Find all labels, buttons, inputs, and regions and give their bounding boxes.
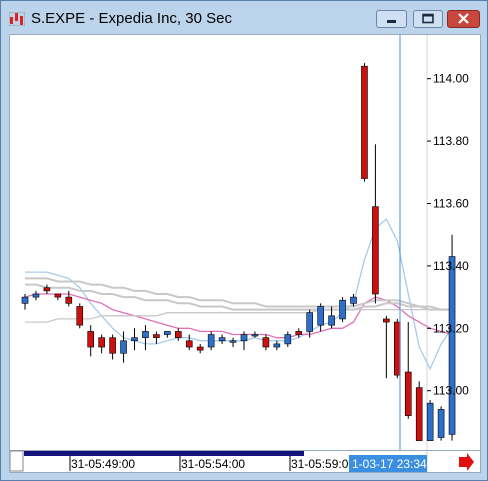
chart-area[interactable]: 114.00 113.80 113.60 113.40 113.20 113.00 31-… (9, 34, 481, 473)
price-chart[interactable]: 114.00 113.80 113.60 113.40 113.20 113.00 31-… (10, 35, 480, 472)
moving-average-line (25, 218, 453, 371)
candle-body (448, 256, 456, 435)
candle-body (317, 306, 324, 326)
y-tick-label: 113.80 (433, 134, 469, 148)
candle-body (175, 331, 182, 338)
candle-body (120, 340, 127, 354)
candle-body (54, 293, 62, 298)
y-tick-label: 113.20 (433, 321, 469, 335)
candle-body (262, 337, 270, 348)
candle-body (284, 334, 292, 345)
candle-body (404, 371, 412, 416)
moving-average-line (25, 308, 452, 323)
candle-body (131, 337, 138, 342)
x-tick-label: 31-05:59:00 (291, 457, 355, 471)
cursor-time-label-bg (349, 455, 427, 472)
scroll-right-arrow-icon[interactable] (459, 453, 474, 471)
y-tick-label: 113.40 (433, 259, 469, 273)
candle-body (109, 337, 116, 354)
minimize-button[interactable] (376, 10, 407, 28)
candle-body (251, 334, 259, 337)
candle-body (98, 337, 105, 348)
candle-body (76, 306, 84, 326)
y-tick-label: 114.00 (433, 72, 469, 86)
candle-body (393, 321, 401, 376)
candle-body (240, 334, 248, 342)
candle-body (383, 318, 390, 323)
candle-body (372, 206, 379, 295)
candle-body (229, 340, 237, 343)
moving-average-line (25, 283, 452, 311)
candle-body (295, 331, 303, 335)
candle-body (164, 331, 171, 335)
minimize-icon (387, 20, 396, 23)
candle-body (153, 334, 160, 338)
candle-body (207, 334, 215, 348)
app-chart-icon (9, 12, 25, 26)
candle-body (361, 65, 368, 179)
candle-body (142, 331, 149, 338)
candle-body (65, 296, 73, 304)
candle-body (196, 346, 204, 351)
candle-body (87, 331, 94, 348)
candle-body (43, 287, 51, 292)
candle-body (437, 409, 445, 438)
x-tick-label: 31-05:49:00 (71, 457, 135, 471)
candle-body (32, 293, 40, 298)
candle-body (306, 312, 314, 332)
title-bar[interactable]: S.EXPE - Expedia Inc, 30 Sec (1, 1, 487, 34)
candle-body (218, 337, 226, 342)
time-range-bar[interactable] (24, 451, 304, 456)
candle-body (350, 296, 357, 304)
candle-body (21, 296, 29, 304)
candle-body (339, 299, 346, 320)
y-tick-label: 113.00 (433, 384, 469, 398)
candle-body (273, 343, 281, 348)
x-tick-label: 31-05:54:00 (181, 457, 245, 471)
maximize-icon (422, 13, 434, 24)
moving-average-line (24, 293, 453, 339)
candle-body (415, 387, 423, 441)
maximize-button[interactable] (413, 10, 443, 28)
candle-body (328, 315, 335, 326)
candle-body (185, 340, 193, 348)
cursor-time-label: 1-03-17 23:34:00 (352, 457, 444, 471)
window-title: S.EXPE - Expedia Inc, 30 Sec (31, 10, 232, 27)
candle-body (426, 402, 434, 441)
moving-average-line (25, 277, 452, 311)
y-tick-label: 113.60 (433, 196, 469, 210)
close-icon (458, 13, 469, 24)
time-scroll-box[interactable] (10, 450, 24, 472)
close-button[interactable] (447, 10, 480, 28)
